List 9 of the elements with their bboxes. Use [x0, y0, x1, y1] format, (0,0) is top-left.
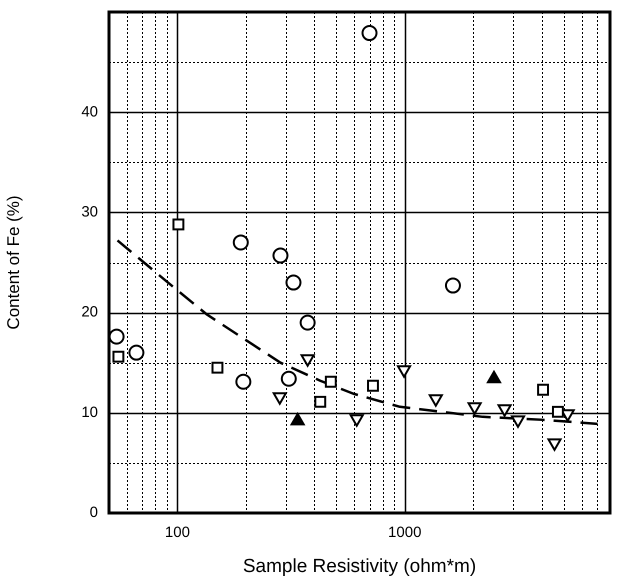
x-axis-title: Sample Resistivity (ohm*m): [242, 556, 476, 577]
y-tick-label: 0: [90, 504, 98, 522]
y-tick-label: 30: [81, 204, 98, 221]
y-tick-label: 20: [81, 304, 98, 321]
y-tick-label: 40: [81, 103, 98, 120]
x-tick-label: 100: [164, 524, 190, 542]
y-axis-title: Content of Fe (%): [4, 195, 23, 330]
y-tick-label: 10: [81, 404, 98, 421]
x-tick-label: 1000: [388, 524, 422, 542]
